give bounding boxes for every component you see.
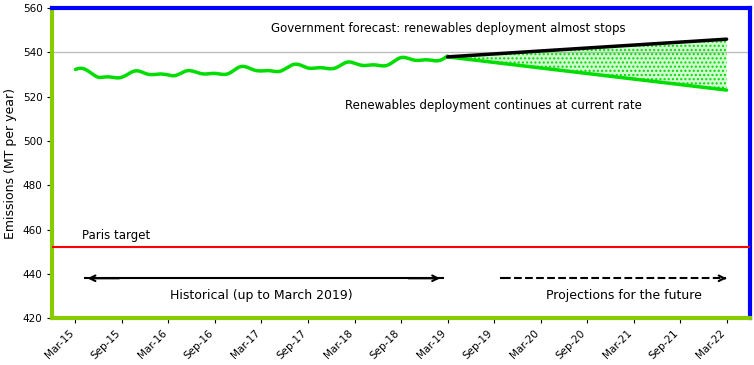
Text: Government forecast: renewables deployment almost stops: Government forecast: renewables deployme… — [271, 22, 625, 35]
Text: Paris target: Paris target — [82, 229, 151, 242]
Y-axis label: Emissions (MT per year): Emissions (MT per year) — [5, 88, 17, 239]
Text: Renewables deployment continues at current rate: Renewables deployment continues at curre… — [345, 99, 642, 112]
Text: Historical (up to March 2019): Historical (up to March 2019) — [170, 289, 353, 302]
Text: Projections for the future: Projections for the future — [547, 289, 702, 302]
